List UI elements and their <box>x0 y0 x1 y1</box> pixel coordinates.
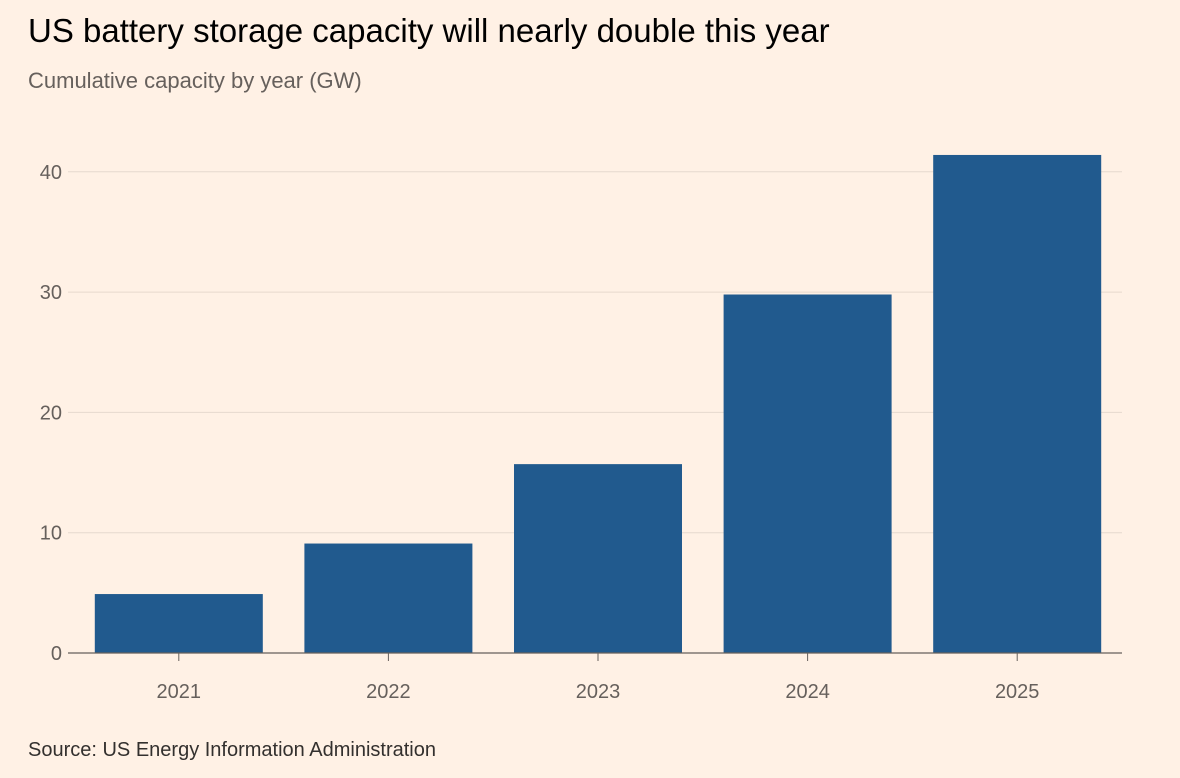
bar-2022 <box>304 543 473 653</box>
bars <box>94 154 1102 653</box>
y-tick-label: 30 <box>40 282 62 304</box>
bar-2021 <box>94 594 263 653</box>
y-tick-label: 40 <box>40 162 62 184</box>
y-tick-label: 20 <box>40 402 62 424</box>
x-tick-label: 2023 <box>576 681 621 703</box>
chart-subtitle: Cumulative capacity by year (GW) <box>28 68 362 93</box>
x-tick-label: 2025 <box>995 681 1040 703</box>
y-tick-label: 10 <box>40 523 62 545</box>
x-tick-label: 2024 <box>785 681 830 703</box>
source-note: Source: US Energy Information Administra… <box>28 739 436 761</box>
tick-labels: 0 10 20 30 40 2021 2022 2023 2024 2025 <box>40 162 1040 703</box>
y-tick-label: 0 <box>51 643 62 665</box>
bar-2024 <box>723 294 892 653</box>
bar-2025 <box>933 154 1102 653</box>
x-axis <box>68 652 1122 661</box>
bar-2023 <box>514 464 682 653</box>
x-tick-label: 2022 <box>366 681 411 703</box>
x-tick-label: 2021 <box>157 681 202 703</box>
chart-title: US battery storage capacity will nearly … <box>28 12 830 49</box>
